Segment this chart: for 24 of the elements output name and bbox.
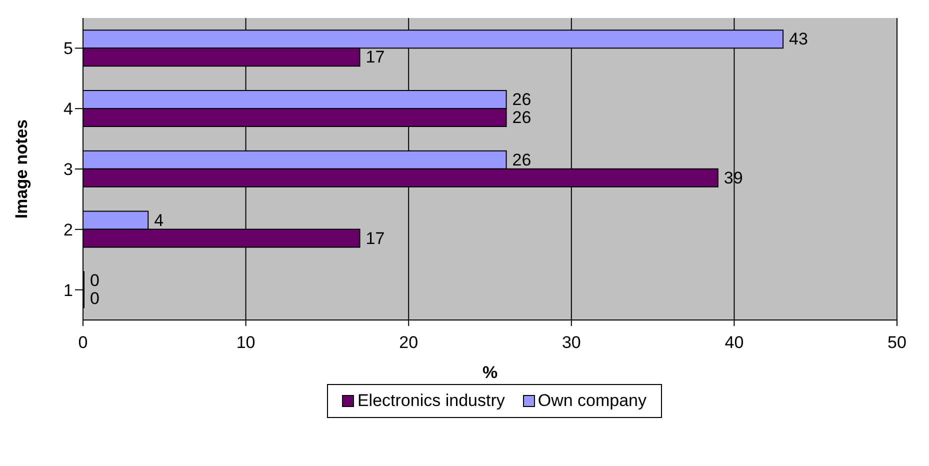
x-tick-label: 20	[399, 333, 418, 352]
x-tick-label: 0	[78, 333, 88, 352]
x-tick-label: 50	[888, 333, 906, 352]
x-axis-title: %	[482, 363, 498, 382]
data-label: 17	[366, 228, 385, 248]
data-label: 43	[789, 30, 808, 49]
data-label: 4	[154, 210, 164, 230]
legend-label: Electronics industry	[357, 391, 505, 411]
x-tick-label: 30	[562, 333, 581, 352]
x-tick-label: 40	[724, 333, 744, 352]
y-tick-label: 2	[64, 220, 73, 240]
y-tick-label: 1	[64, 280, 73, 300]
y-tick-label: 3	[64, 160, 73, 180]
data-label: 17	[366, 48, 385, 67]
legend-label: Own company	[538, 391, 647, 411]
data-label: 26	[512, 150, 532, 170]
y-tick-label: 5	[64, 39, 73, 58]
y-tick-label: 4	[64, 100, 73, 119]
y-axis-title: Image notes	[12, 119, 32, 219]
data-label: 0	[90, 271, 100, 290]
data-label: 26	[512, 90, 532, 109]
x-tick-label: 10	[236, 333, 256, 352]
data-label: 26	[512, 108, 532, 127]
data-label: 0	[90, 289, 100, 308]
